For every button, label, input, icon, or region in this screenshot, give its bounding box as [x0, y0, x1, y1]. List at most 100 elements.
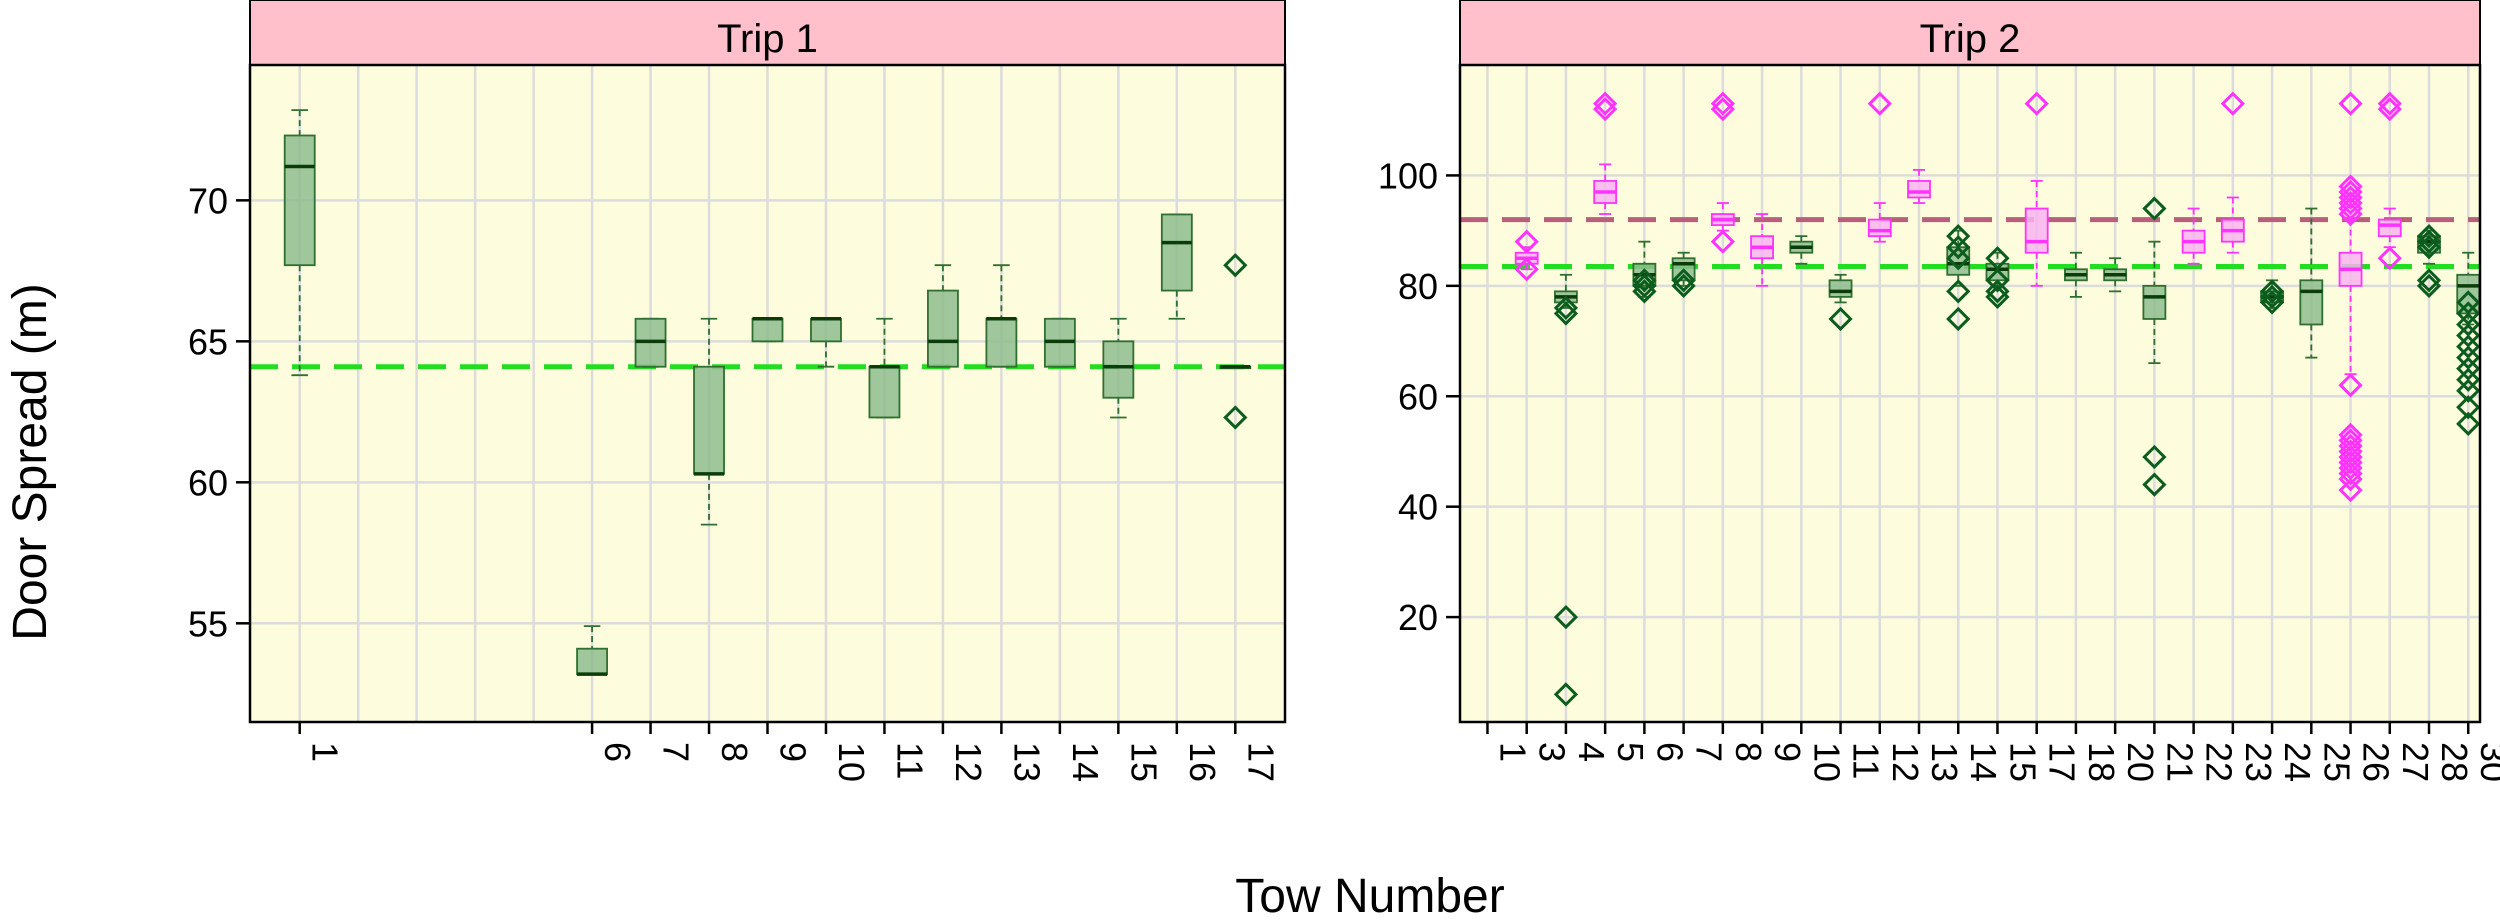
x-tick-label: 17	[2042, 742, 2083, 782]
x-tick-label: 23	[2238, 742, 2279, 782]
x-tick-label: 11	[889, 742, 930, 779]
y-tick-label: 20	[1398, 597, 1438, 638]
x-tick-label: 22	[2199, 742, 2240, 782]
outlier-point	[2338, 477, 2363, 503]
x-tick-label: 10	[831, 742, 872, 782]
y-tick-label: 60	[188, 462, 228, 503]
strip-label: Trip 2	[1920, 17, 2021, 61]
y-tick-label: 80	[1398, 266, 1438, 307]
outlier-point	[1553, 604, 1579, 630]
outlier-point	[2220, 91, 2245, 116]
x-tick-label: 6	[1649, 742, 1690, 762]
box	[927, 289, 959, 368]
strip-background	[249, 0, 1286, 66]
box	[2377, 218, 2402, 238]
x-tick-label: 18	[2081, 742, 2122, 782]
outlier-point	[1946, 306, 1971, 332]
x-tick-label: 13	[1006, 742, 1047, 782]
panel-content	[1460, 65, 2480, 722]
x-tick-label: 7	[1689, 742, 1730, 762]
outlier-point	[2338, 466, 2363, 492]
box	[1160, 213, 1193, 292]
box	[693, 365, 725, 475]
outlier-point	[1710, 91, 1735, 116]
outlier-point	[1593, 91, 1618, 116]
outlier-point	[2024, 91, 2049, 116]
box	[1867, 218, 1892, 238]
outlier-point	[1223, 405, 1248, 430]
x-tick-label: 3	[1532, 742, 1573, 762]
x-tick-label: 14	[1065, 742, 1106, 782]
x-tick-label: 8	[1728, 742, 1769, 762]
x-tick-label: 6	[597, 742, 638, 762]
x-tick-label: 4	[1571, 742, 1612, 762]
x-tick-label: 20	[2120, 742, 2161, 782]
x-tick-label: 11	[1846, 742, 1887, 779]
outlier-point	[1985, 268, 2010, 293]
outlier-point	[2377, 246, 2402, 271]
outlier-point	[2456, 367, 2480, 392]
y-axis-title: Door Spread (m)	[4, 283, 57, 640]
outlier-point	[2338, 185, 2363, 210]
x-tick-label: 5	[1610, 742, 1651, 762]
strip-background	[1459, 0, 2481, 66]
outlier-point	[1671, 268, 1696, 293]
x-tick-label: 25	[2316, 742, 2357, 782]
x-tick-label: 27	[2395, 742, 2436, 782]
box	[2299, 279, 2324, 326]
outlier-point	[1223, 253, 1248, 278]
y-tick-label: 100	[1378, 155, 1438, 196]
outlier-point	[2142, 444, 2167, 470]
y-tick-label: 40	[1398, 487, 1438, 528]
box	[1102, 340, 1135, 399]
outlier-point	[2416, 224, 2442, 249]
outlier-point	[1828, 306, 1853, 332]
outlier-point	[1514, 229, 1539, 254]
x-tick-label: 21	[2159, 742, 2200, 782]
outlier-point	[2338, 201, 2363, 227]
outlier-point	[1946, 246, 1971, 271]
x-axis-title: Tow Number	[1235, 870, 1504, 920]
outlier-point	[1867, 91, 1892, 116]
x-tick-label: 9	[1767, 742, 1808, 762]
y-tick-label: 60	[1398, 376, 1438, 417]
box	[576, 647, 608, 675]
panel-content	[250, 65, 1285, 722]
panel-2: Trip 22040608010013456789101112131415171…	[1378, 0, 2500, 782]
y-tick-label: 55	[188, 603, 228, 644]
panel-border	[1458, 63, 2482, 724]
outlier-point	[2456, 395, 2480, 420]
box	[1907, 180, 1931, 199]
outlier-point	[1946, 235, 1971, 260]
box	[868, 365, 901, 419]
box	[283, 134, 316, 267]
outlier-point	[2338, 190, 2363, 216]
x-tick-label: 24	[2277, 742, 2318, 782]
outlier-point	[2142, 196, 2167, 221]
box	[810, 317, 842, 343]
outlier-point	[2377, 91, 2402, 116]
x-tick-label: 13	[1924, 742, 1965, 782]
outlier-point	[2142, 472, 2167, 497]
y-tick-label: 65	[188, 321, 228, 362]
outlier-point	[2416, 268, 2442, 293]
x-tick-label: 28	[2434, 742, 2475, 782]
outlier-point	[1985, 279, 2010, 304]
panel-background	[1460, 65, 2480, 722]
x-tick-label: 15	[1123, 742, 1164, 782]
x-tick-label: 12	[1885, 742, 1926, 782]
box	[985, 317, 1018, 368]
outlier-point	[1946, 279, 1971, 304]
outlier-point	[2338, 450, 2363, 475]
x-tick-label: 1	[305, 742, 346, 762]
outlier-point	[1710, 229, 1735, 254]
outlier-point	[1514, 257, 1539, 282]
x-tick-label: 14	[1963, 742, 2004, 782]
outlier-point	[2338, 196, 2363, 221]
y-tick-label: 70	[188, 180, 228, 221]
outlier-point	[2456, 378, 2480, 403]
box	[2142, 284, 2167, 320]
